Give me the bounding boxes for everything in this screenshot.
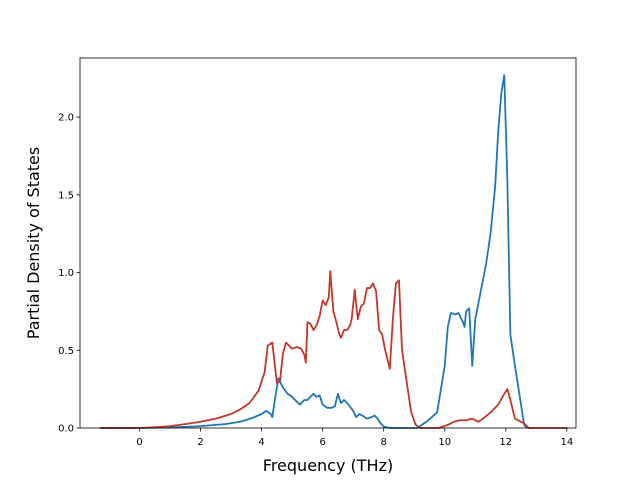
x-tick-label: 14 bbox=[560, 437, 573, 448]
axes-background bbox=[80, 58, 576, 428]
y-tick-label: 2.0 bbox=[58, 113, 74, 124]
x-tick-label: 12 bbox=[499, 437, 512, 448]
x-tick-label: 10 bbox=[438, 437, 451, 448]
x-tick-label: 0 bbox=[136, 437, 142, 448]
series-layer bbox=[99, 74, 567, 429]
x-tick-label: 8 bbox=[381, 437, 387, 448]
series-line-2 bbox=[99, 270, 567, 429]
x-axis-label: Frequency (THz) bbox=[263, 456, 393, 475]
y-tick-label: 1.0 bbox=[58, 268, 74, 279]
axes-frame bbox=[79, 57, 577, 429]
x-tick-label: 4 bbox=[258, 437, 264, 448]
series-line-1 bbox=[99, 74, 528, 429]
y-tick-label: 1.5 bbox=[58, 190, 74, 201]
y-axis-label: Partial Density of States bbox=[24, 147, 43, 339]
x-axis: 0 2 4 6 8 10 12 14 bbox=[136, 428, 573, 448]
x-tick-label: 2 bbox=[197, 437, 203, 448]
x-tick-label: 6 bbox=[319, 437, 325, 448]
y-axis: 0.0 0.5 1.0 1.5 2.0 bbox=[58, 113, 80, 435]
y-tick-label: 0.0 bbox=[58, 424, 74, 435]
plot-area bbox=[79, 57, 577, 429]
y-tick-label: 0.5 bbox=[58, 346, 74, 357]
